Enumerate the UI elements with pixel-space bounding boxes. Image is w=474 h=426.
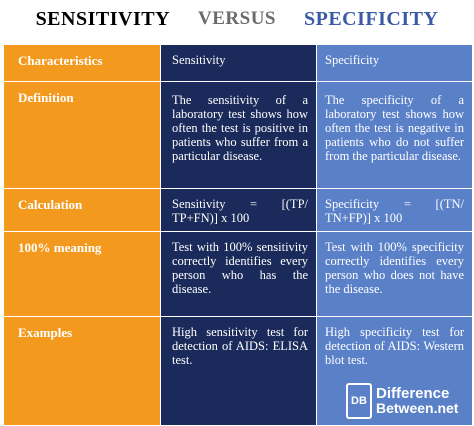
logo-line2: Between.net [376,400,459,416]
specificity-cell: Test with 100% specificity correctly ide… [317,232,472,316]
table-row-calculation: Calculation Sensitivity = [(TP/ TP+FN)] … [4,188,472,231]
table-row-100-meaning: 100% meaning Test with 100% sensitivity … [4,231,472,316]
row-label: 100% meaning [4,232,161,316]
header-sensitivity: Sensitivity [161,45,317,81]
specificity-cell: High specificity test for detection of A… [317,317,472,425]
differencebetween-logo: DB Difference Between.net [346,383,458,419]
table-row-definition: Definition The sensitivity of a laborato… [4,81,472,188]
db-logo-icon: DB [346,383,372,419]
comparison-table: Characteristics Sensitivity Specificity … [4,44,472,425]
row-label: Calculation [4,189,161,231]
sensitivity-cell: High sensitivity test for detection of A… [161,317,317,425]
logo-line1: Difference [376,385,450,402]
header-characteristics: Characteristics [4,45,161,81]
logo-wordmark: Difference Between.net [376,386,458,416]
specificity-cell: The specificity of a laboratory test sho… [317,82,472,188]
logo-mark: DB [351,395,367,407]
table-header-row: Characteristics Sensitivity Specificity [4,44,472,81]
header-specificity: Specificity [317,45,472,81]
table-row-examples: Examples High sensitivity test for detec… [4,316,472,425]
title-sensitivity: SENSITIVITY [35,7,171,30]
row-label: Definition [4,82,161,188]
row-label: Examples [4,317,161,425]
title-versus: VERSUS [198,8,276,29]
sensitivity-cell: Sensitivity = [(TP/ TP+FN)] x 100 [161,189,317,231]
page-title: SENSITIVITY VERSUS SPECIFICITY [0,0,474,38]
sensitivity-cell: The sensitivity of a laboratory test sho… [161,82,317,188]
specificity-cell: Specificity = [(TN/ TN+FP)] x 100 [317,189,472,231]
sensitivity-cell: Test with 100% sensitivity correctly ide… [161,232,317,316]
title-specificity: SPECIFICITY [304,7,439,30]
